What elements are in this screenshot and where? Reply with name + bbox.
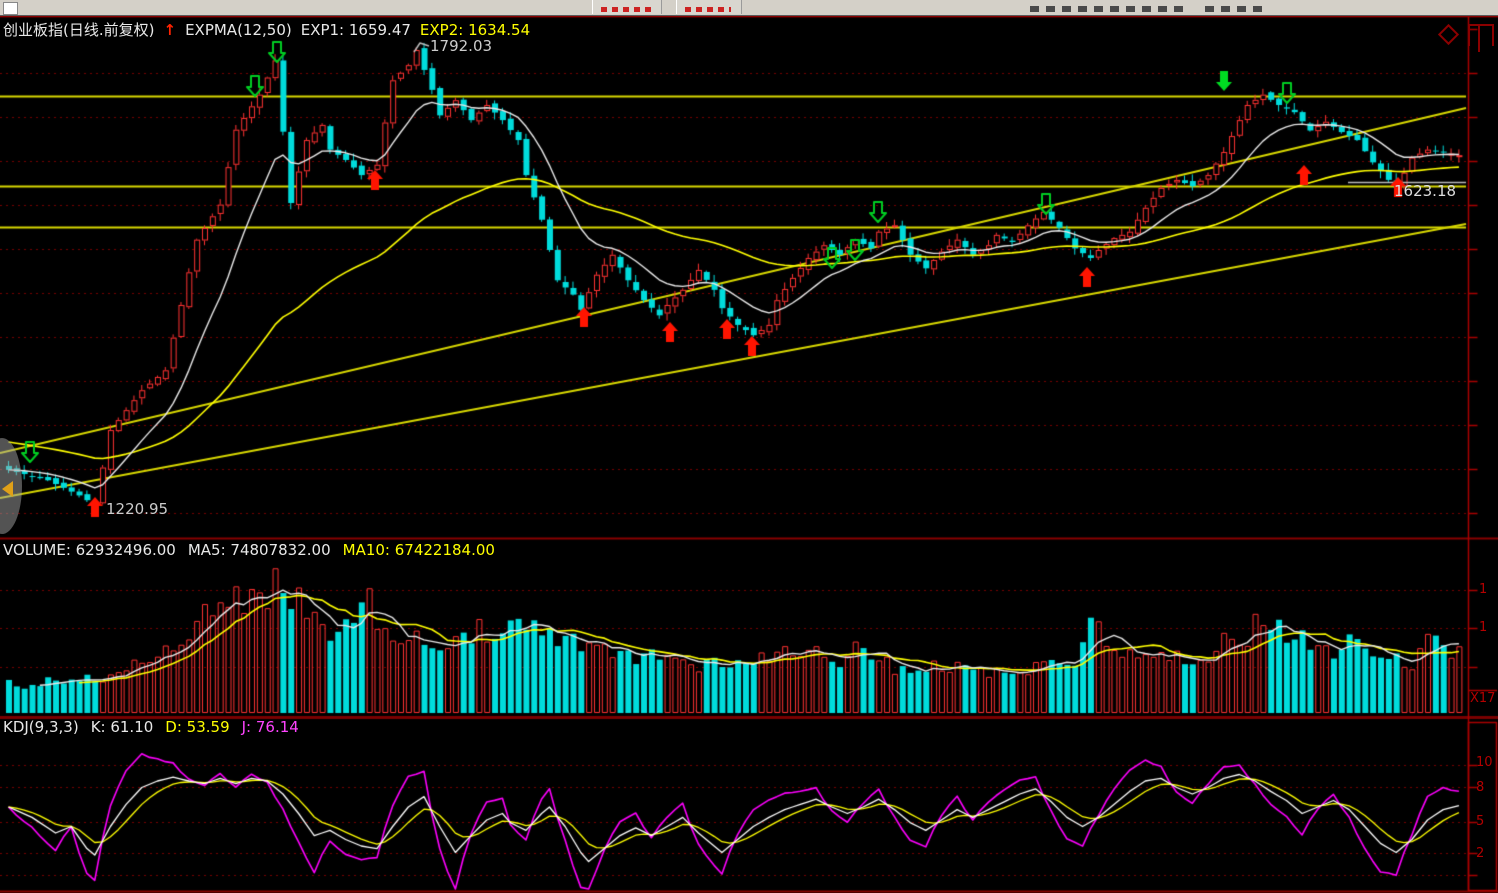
kdj-k-value: K: 61.10 [90,718,154,736]
low-price-label: 1220.95 [106,500,169,518]
volume-value: VOLUME: 62932496.00 [3,541,176,559]
top-toolbar [0,0,1498,16]
window-control-icon[interactable] [1468,24,1494,52]
kdj-d-value: D: 53.59 [165,718,230,736]
indicator-name[interactable]: EXPMA(12,50) [185,20,292,39]
kdj-header: KDJ(9,3,3) K: 61.10 D: 53.59 J: 76.14 [3,718,299,736]
toolbar-button-red-1[interactable] [592,0,662,14]
window-menu-icon[interactable] [3,2,18,15]
toolbar-button-red-2[interactable] [676,0,742,14]
high-price-label: 1792.03 [430,37,493,55]
kdj-axis-label: 5 [1476,814,1485,829]
kdj-axis-label: 2 [1476,846,1485,861]
panel-expand-arrow-icon [2,481,13,497]
symbol-title[interactable]: 创业板指(日线.前复权) [3,21,155,39]
kdj-name[interactable]: KDJ(9,3,3) [3,718,79,736]
main-chart-header: 创业板指(日线.前复权) ↑ EXPMA(12,50) EXP1: 1659.4… [3,19,530,40]
toolbar-title-text-hint [1030,6,1185,12]
volume-ma5-value: MA5: 74807832.00 [187,541,331,559]
kdj-j-value: J: 76.14 [241,718,299,736]
toolbar-red-text-hint [685,7,731,12]
kdj-axis-label: 10 [1476,755,1493,770]
volume-axis-label: 1 [1479,582,1488,597]
volume-ma10-value: MA10: 67422184.00 [342,541,495,559]
volume-scale-label: X17 [1470,691,1496,706]
exp2-value: EXP2: 1634.54 [419,20,531,39]
toolbar-title-text-hint [1205,6,1265,12]
last-price-label: 1623.18 [1394,182,1457,200]
toolbar-red-text-hint [601,7,651,12]
volume-axis-label: 1 [1479,620,1488,635]
up-arrow-icon: ↑ [163,20,177,39]
exp1-value: EXP1: 1659.47 [300,20,411,39]
volume-header: VOLUME: 62932496.00 MA5: 74807832.00 MA1… [3,541,495,559]
kdj-axis-label: 8 [1476,780,1485,795]
